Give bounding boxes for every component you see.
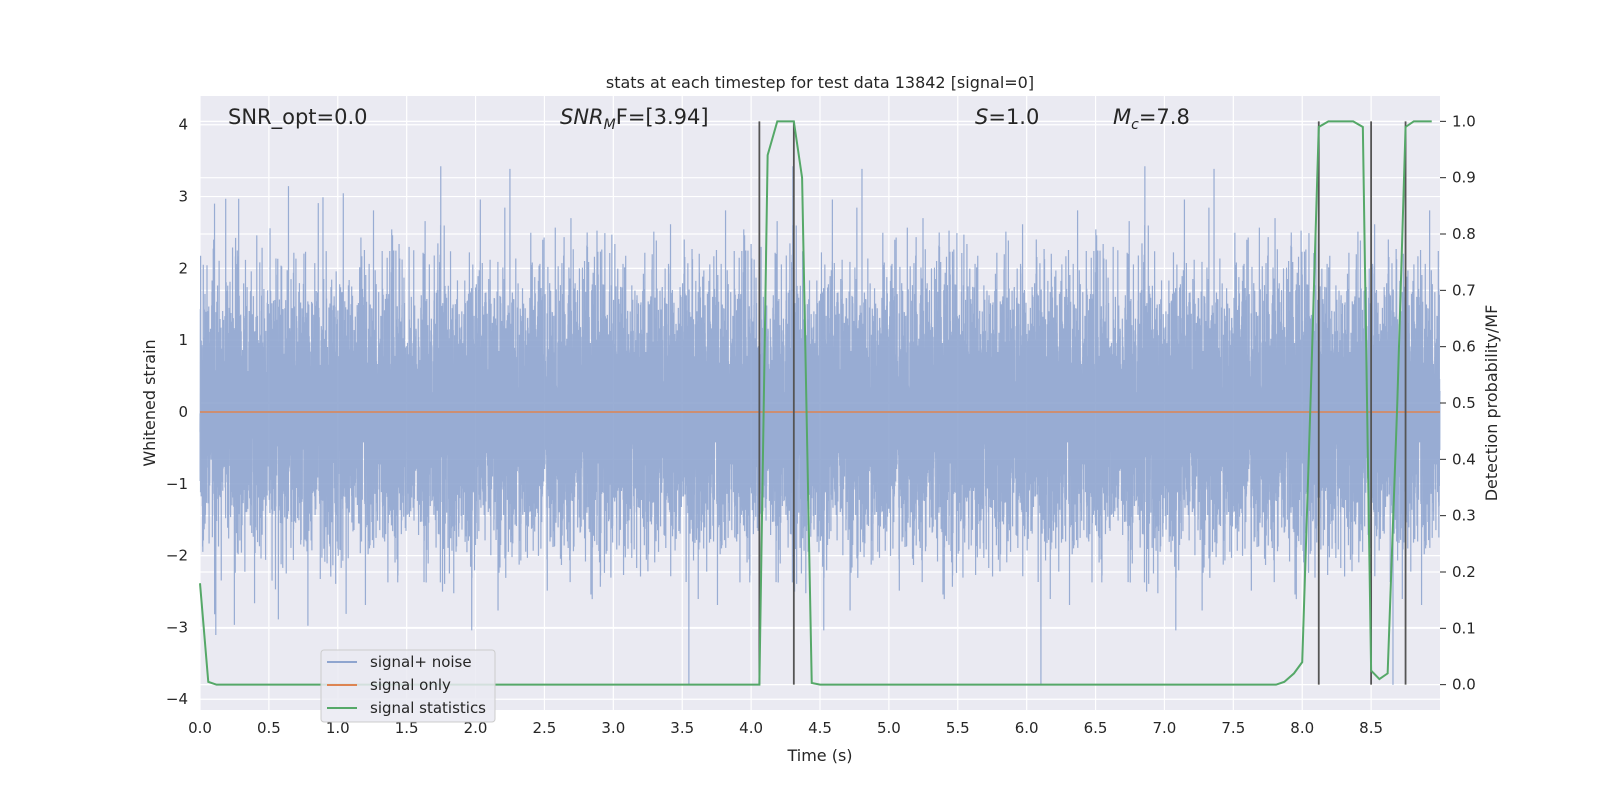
x-tick-label: 5.0 [877, 719, 901, 737]
x-tick-label: 3.5 [670, 719, 694, 737]
y-left-tick-label: −4 [166, 690, 188, 708]
x-tick-label: 3.0 [601, 719, 625, 737]
y-right-tick-label: 0.9 [1452, 169, 1476, 187]
y-left-tick-label: −3 [166, 618, 188, 636]
x-tick-label: 6.0 [1015, 719, 1039, 737]
x-tick-label: 4.0 [739, 719, 763, 737]
y-left-tick-label: −2 [166, 547, 188, 565]
legend-label-signal-only: signal only [370, 676, 451, 694]
y-left-tick-label: 0 [178, 403, 188, 421]
annotation-snr-mf: SNRMF=[3.94] [560, 105, 709, 133]
signal-statistics-series [199, 120, 1432, 686]
snr-mf-sub: M [604, 117, 616, 133]
y-right-tick-label: 1.0 [1452, 112, 1476, 130]
y-left-tick-label: 3 [178, 188, 188, 206]
y-right-tick-label: 0.4 [1452, 450, 1476, 468]
x-tick-label: 1.5 [395, 719, 419, 737]
y-left-tick-label: 2 [178, 259, 188, 277]
vertical-markers [758, 121, 1407, 685]
x-tick-labels: 0.0 0.5 1.0 1.5 2.0 2.5 3.0 3.5 4.0 4.5 5.0 5.5 6.0 6… [188, 719, 1383, 737]
annotation-s: S=1.0 [975, 105, 1039, 129]
legend-box [320, 649, 496, 723]
x-tick-label: 7.0 [1153, 719, 1177, 737]
snr-mf-main: SNR [560, 105, 604, 129]
y-axis-label-left: Whitened strain [140, 339, 159, 466]
s-italic: S [975, 105, 988, 129]
y-right-tick-label: 0.3 [1452, 507, 1476, 525]
x-tick-label: 6.5 [1084, 719, 1108, 737]
y-right-tick-label: 0.6 [1452, 338, 1476, 356]
annotation-snr-opt: SNR_opt=0.0 [228, 105, 368, 130]
x-tick-label: 2.0 [464, 719, 488, 737]
statistics-line [199, 120, 1432, 686]
y-left-tick-label: 1 [178, 331, 188, 349]
y-right-tick-label: 0.7 [1452, 281, 1476, 299]
y-left-tick-labels: 4 3 2 1 0 −1 −2 −3 −4 [166, 116, 188, 709]
x-tick-label: 1.0 [326, 719, 350, 737]
y-axis-label-right: Detection probability/MF [1482, 305, 1501, 502]
legend-label-noise: signal+ noise [370, 653, 472, 671]
x-tick-label: 8.0 [1290, 719, 1314, 737]
y-right-tick-label: 0.5 [1452, 394, 1476, 412]
y-right-tick-label: 0.8 [1452, 225, 1476, 243]
y-left-tick-label: −1 [166, 475, 188, 493]
y-right-tick-label: 0.1 [1452, 619, 1476, 637]
y-right-tick-label: 0.0 [1452, 676, 1476, 694]
x-axis-label: Time (s) [786, 746, 852, 765]
snr-mf-rest: F=[3.94] [616, 105, 709, 129]
y-right-tick-labels: 1.0 0.9 0.8 0.7 0.6 0.5 0.4 0.3 0.2 0.1 0.0 [1440, 112, 1476, 694]
y-right-tick-label: 0.2 [1452, 563, 1476, 581]
x-tick-label: 0.5 [257, 719, 281, 737]
x-tick-label: 0.0 [188, 719, 212, 737]
y-left-tick-label: 4 [178, 116, 188, 134]
legend-label-statistics: signal statistics [370, 699, 486, 717]
signal-noise-series [199, 166, 1441, 685]
legend: signal+ noise signal only signal statist… [320, 649, 496, 723]
noise-line [199, 166, 1441, 685]
x-tick-label: 8.5 [1359, 719, 1383, 737]
s-rest: =1.0 [988, 105, 1039, 129]
annotation-mc: Mc=7.8 [1113, 105, 1190, 133]
x-tick-label: 2.5 [533, 719, 557, 737]
x-tick-label: 7.5 [1221, 719, 1245, 737]
chart-title: stats at each timestep for test data 138… [606, 73, 1034, 92]
mc-sub: c [1131, 117, 1139, 133]
mc-main: M [1113, 105, 1131, 129]
x-tick-label: 4.5 [808, 719, 832, 737]
mc-rest: =7.8 [1139, 105, 1190, 129]
x-tick-label: 5.5 [946, 719, 970, 737]
